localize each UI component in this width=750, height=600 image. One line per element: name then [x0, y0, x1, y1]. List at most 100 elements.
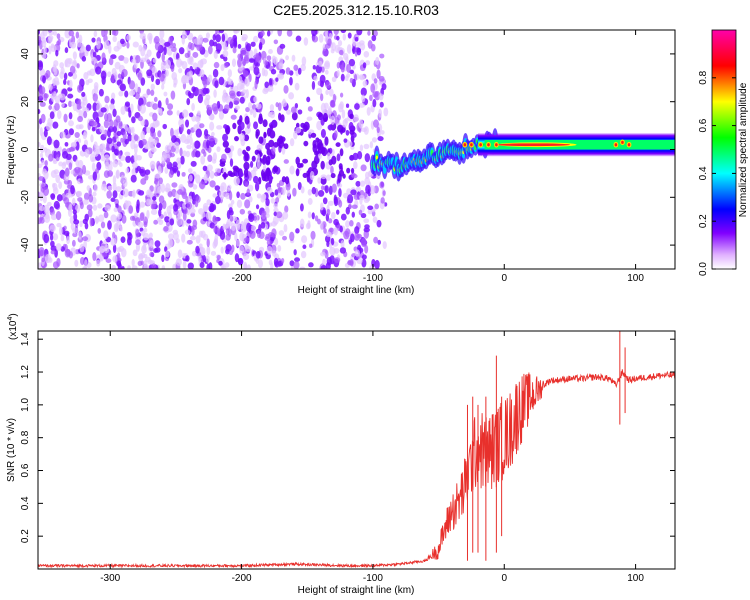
noise-blob [66, 236, 71, 245]
noise-blob [60, 131, 66, 139]
noise-blob [268, 78, 273, 87]
noise-blob [240, 192, 246, 200]
noise-blob [111, 265, 116, 269]
noise-blob [195, 128, 202, 138]
noise-blob [307, 106, 313, 112]
noise-blob [202, 254, 206, 263]
y-tick-label: 0.4 [20, 496, 31, 510]
noise-blob [374, 203, 380, 210]
noise-blob [176, 58, 183, 68]
noise-blob [43, 204, 50, 214]
noise-blob [133, 145, 138, 154]
noise-blob [148, 232, 153, 239]
noise-blob [99, 245, 106, 253]
noise-blob [171, 46, 177, 53]
noise-blob [360, 87, 367, 97]
noise-blob [212, 193, 218, 198]
noise-blob [161, 154, 166, 164]
noise-blob [253, 66, 260, 76]
noise-blob [231, 244, 235, 253]
noise-blob [79, 256, 85, 266]
noise-blob [204, 129, 209, 137]
noise-blob [320, 185, 325, 191]
noise-blob [347, 260, 354, 266]
noise-blob [68, 120, 74, 127]
noise-blob [158, 208, 162, 217]
noise-blob [116, 141, 122, 147]
noise-blob [213, 50, 218, 59]
noise-blob [128, 109, 132, 118]
noise-blob [191, 191, 196, 202]
noise-blob [246, 264, 251, 269]
noise-blob [59, 62, 65, 69]
noise-blob [104, 244, 110, 254]
noise-blob [117, 212, 123, 220]
noise-blob [85, 44, 91, 52]
noise-blob [194, 150, 201, 158]
noise-blob [343, 138, 348, 143]
noise-blob [364, 244, 369, 254]
noise-blob [273, 165, 279, 173]
noise-blob [340, 30, 347, 34]
noise-blob [92, 92, 98, 102]
noise-blob [233, 176, 240, 186]
noise-blob [264, 60, 269, 66]
noise-blob [366, 106, 371, 116]
noise-blob [161, 265, 166, 269]
noise-blob [107, 185, 113, 191]
snr-line [38, 369, 675, 569]
noise-blob [137, 221, 144, 228]
noise-blob [228, 250, 233, 256]
noise-blob [303, 140, 309, 147]
x-tick-label: -200 [232, 273, 252, 284]
noise-blob [192, 62, 198, 70]
noise-blob [151, 263, 157, 269]
noise-blob [299, 203, 304, 212]
noise-blob [91, 162, 96, 172]
noise-blob [88, 119, 95, 126]
noise-blob [58, 146, 62, 153]
noise-blob [297, 181, 302, 190]
noise-blob [333, 194, 337, 205]
noise-blob [278, 230, 285, 236]
noise-blob [146, 69, 153, 77]
noise-blob [79, 201, 84, 210]
noise-blob [317, 60, 323, 67]
noise-blob [250, 41, 256, 47]
noise-blob [150, 83, 155, 91]
noise-blob [81, 91, 86, 97]
noise-blob [177, 189, 183, 195]
noise-blob [206, 238, 210, 248]
noise-blob [38, 141, 41, 148]
noise-blob [82, 199, 89, 205]
noise-blob [209, 180, 216, 188]
noise-blob [295, 228, 300, 234]
noise-blob [381, 83, 387, 91]
noise-blob [351, 173, 358, 179]
noise-blob [78, 231, 82, 240]
noise-blob [157, 165, 162, 175]
noise-blob [125, 155, 132, 163]
noise-blob [108, 57, 114, 66]
noise-blob [326, 208, 331, 216]
noise-blob [154, 41, 161, 51]
noise-blob [38, 163, 43, 169]
noise-blob [262, 88, 269, 95]
noise-blob [354, 249, 360, 257]
noise-blob [189, 235, 197, 241]
noise-blob [299, 266, 306, 269]
noise-blob [328, 88, 334, 97]
noise-blob [208, 262, 213, 269]
noise-blob [170, 127, 174, 138]
noise-blob [124, 90, 129, 98]
ridge-peak-dot-core [479, 143, 482, 147]
noise-blob [243, 263, 248, 269]
x-tick-label: 100 [627, 573, 644, 584]
noise-blob [192, 184, 198, 190]
colorbar-ticks: 0.0 0.2 0.4 0.6 0.8 [698, 70, 736, 276]
noise-blob [129, 90, 135, 96]
noise-blob [116, 260, 122, 268]
noise-blob [106, 190, 112, 199]
noise-blob [93, 141, 98, 149]
ridge-peak-dot-core [627, 143, 631, 147]
